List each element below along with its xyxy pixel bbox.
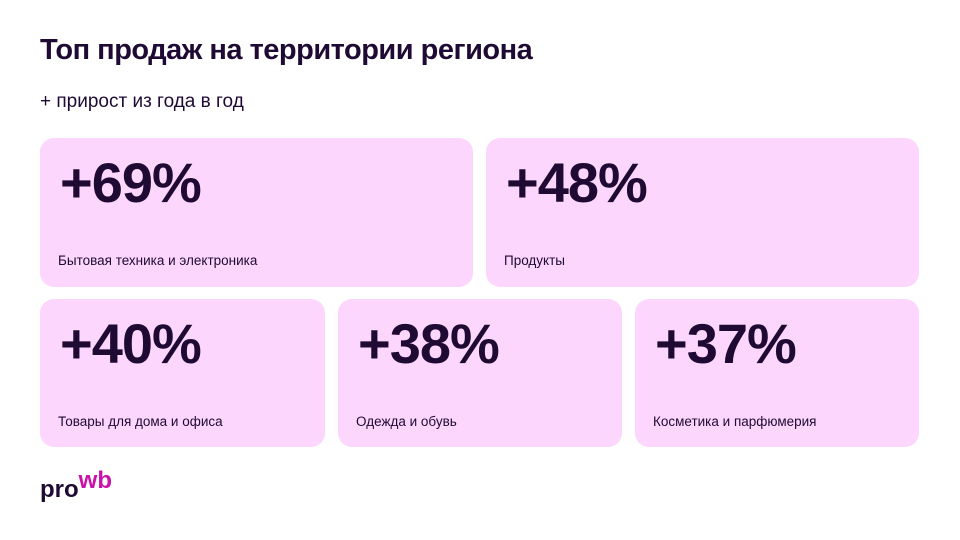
card-label: Косметика и парфюмерия bbox=[653, 414, 817, 429]
card: +40% Товары для дома и офиса bbox=[40, 299, 325, 447]
card-label: Бытовая техника и электроника bbox=[58, 253, 258, 268]
card-label: Продукты bbox=[504, 253, 565, 268]
card: +37% Косметика и парфюмерия bbox=[635, 299, 919, 447]
logo-pro: pro bbox=[40, 476, 79, 503]
logo-wb: wb bbox=[78, 467, 112, 494]
card-value: +48% bbox=[506, 151, 648, 214]
card: +48% Продукты bbox=[486, 138, 919, 287]
card-value: +40% bbox=[60, 312, 202, 375]
logo: prowb bbox=[40, 467, 112, 504]
card-label: Одежда и обувь bbox=[356, 414, 457, 429]
title: Топ продаж на территории региона bbox=[40, 34, 533, 66]
card: +38% Одежда и обувь bbox=[338, 299, 622, 447]
card-value: +38% bbox=[358, 312, 500, 375]
card-label: Товары для дома и офиса bbox=[58, 414, 223, 429]
card-value: +37% bbox=[655, 312, 797, 375]
card: +69% Бытовая техника и электроника bbox=[40, 138, 473, 287]
card-value: +69% bbox=[60, 151, 202, 214]
subtitle: + прирост из года в год bbox=[40, 91, 244, 112]
